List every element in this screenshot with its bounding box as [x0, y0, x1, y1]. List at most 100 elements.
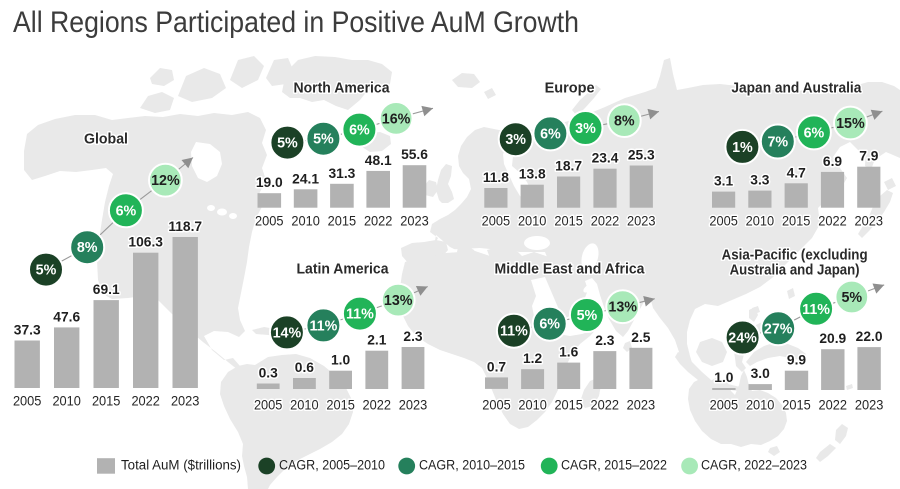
svg-text:13%: 13%: [384, 293, 413, 309]
svg-text:2010: 2010: [746, 212, 775, 228]
svg-text:2005: 2005: [255, 212, 284, 228]
svg-text:1.6: 1.6: [559, 345, 579, 360]
svg-text:2010: 2010: [518, 396, 547, 412]
svg-text:13.8: 13.8: [519, 167, 546, 182]
svg-text:6%: 6%: [116, 203, 137, 219]
svg-text:2010: 2010: [290, 396, 319, 412]
svg-text:2023: 2023: [171, 393, 200, 409]
svg-text:0.3: 0.3: [259, 366, 279, 381]
svg-text:7.9: 7.9: [859, 149, 879, 164]
svg-text:55.6: 55.6: [401, 147, 428, 162]
svg-text:CAGR, 2005–2010: CAGR, 2005–2010: [279, 458, 385, 473]
svg-text:11%: 11%: [346, 307, 374, 323]
svg-text:8%: 8%: [77, 240, 98, 256]
svg-text:6%: 6%: [540, 126, 561, 142]
svg-text:0.6: 0.6: [295, 360, 315, 375]
svg-text:27%: 27%: [764, 321, 793, 337]
svg-text:2.3: 2.3: [595, 333, 615, 348]
svg-text:2.5: 2.5: [631, 330, 651, 345]
svg-text:31.3: 31.3: [328, 166, 355, 181]
svg-text:2022: 2022: [131, 393, 160, 409]
svg-text:11.8: 11.8: [483, 170, 509, 185]
svg-text:11%: 11%: [802, 302, 830, 318]
svg-text:CAGR, 2022–2023: CAGR, 2022–2023: [701, 458, 807, 473]
svg-text:2022: 2022: [591, 212, 620, 228]
svg-text:2022: 2022: [591, 396, 620, 412]
svg-text:Australia and Japan): Australia and Japan): [730, 262, 860, 279]
svg-text:9.9: 9.9: [787, 353, 807, 368]
svg-text:Europe: Europe: [545, 80, 595, 97]
svg-text:2023: 2023: [627, 212, 656, 228]
svg-text:5%: 5%: [277, 136, 298, 152]
svg-text:2015: 2015: [782, 396, 811, 412]
svg-text:106.3: 106.3: [128, 235, 163, 250]
svg-text:2005: 2005: [709, 212, 738, 228]
svg-text:14%: 14%: [273, 325, 302, 341]
svg-text:7%: 7%: [767, 135, 788, 151]
svg-text:5%: 5%: [577, 308, 598, 324]
svg-text:3%: 3%: [505, 132, 526, 148]
svg-text:2015: 2015: [326, 396, 355, 412]
svg-text:CAGR, 2015–2022: CAGR, 2015–2022: [561, 458, 667, 473]
svg-text:2015: 2015: [328, 212, 357, 228]
svg-text:6%: 6%: [804, 125, 825, 141]
svg-text:3%: 3%: [575, 121, 596, 137]
svg-text:2023: 2023: [855, 212, 884, 228]
svg-text:11%: 11%: [309, 318, 337, 334]
svg-text:Total AuM ($trillions): Total AuM ($trillions): [121, 458, 241, 473]
svg-text:3.1: 3.1: [714, 174, 734, 189]
svg-text:1.2: 1.2: [523, 351, 543, 366]
svg-text:2022: 2022: [363, 396, 392, 412]
svg-text:2015: 2015: [92, 393, 121, 409]
svg-text:6%: 6%: [539, 317, 560, 333]
svg-text:5%: 5%: [36, 263, 57, 279]
svg-text:15%: 15%: [836, 116, 865, 132]
svg-text:2015: 2015: [554, 396, 583, 412]
svg-text:2023: 2023: [399, 396, 428, 412]
svg-text:1.0: 1.0: [714, 370, 734, 385]
svg-text:118.7: 118.7: [168, 219, 202, 234]
svg-text:37.3: 37.3: [14, 323, 41, 338]
svg-text:Middle East and Africa: Middle East and Africa: [495, 261, 646, 278]
svg-text:2005: 2005: [710, 396, 739, 412]
svg-text:0.7: 0.7: [487, 359, 507, 374]
svg-text:5%: 5%: [841, 290, 862, 306]
svg-text:3.0: 3.0: [751, 366, 771, 381]
svg-text:24%: 24%: [728, 331, 757, 347]
svg-text:19.0: 19.0: [256, 175, 283, 190]
svg-text:8%: 8%: [614, 114, 635, 130]
svg-text:2010: 2010: [291, 212, 320, 228]
svg-text:2005: 2005: [13, 393, 42, 409]
svg-text:2.3: 2.3: [403, 329, 423, 344]
svg-text:69.1: 69.1: [93, 282, 120, 297]
svg-text:6.9: 6.9: [823, 154, 843, 169]
svg-text:16%: 16%: [382, 111, 411, 127]
svg-text:2022: 2022: [818, 212, 847, 228]
svg-text:25.3: 25.3: [628, 148, 655, 163]
svg-text:3.3: 3.3: [750, 173, 770, 188]
svg-text:2005: 2005: [482, 212, 511, 228]
svg-text:1%: 1%: [732, 140, 753, 156]
svg-text:North America: North America: [294, 80, 391, 97]
svg-text:23.4: 23.4: [592, 151, 619, 166]
svg-text:Global: Global: [84, 131, 128, 148]
svg-text:18.7: 18.7: [555, 159, 582, 174]
svg-text:20.9: 20.9: [819, 331, 846, 346]
svg-text:2005: 2005: [482, 396, 511, 412]
svg-text:22.0: 22.0: [856, 329, 883, 344]
svg-text:All Regions Participated in Po: All Regions Participated in Positive AuM…: [13, 6, 579, 39]
svg-text:2022: 2022: [364, 212, 393, 228]
svg-text:47.6: 47.6: [53, 309, 80, 324]
svg-text:48.1: 48.1: [365, 153, 392, 168]
svg-text:24.1: 24.1: [292, 171, 319, 186]
svg-text:4.7: 4.7: [787, 165, 807, 180]
svg-text:2005: 2005: [254, 396, 283, 412]
svg-text:Japan and Australia: Japan and Australia: [731, 80, 861, 97]
svg-text:2023: 2023: [855, 396, 884, 412]
svg-text:1.0: 1.0: [331, 353, 351, 368]
svg-text:13%: 13%: [608, 300, 637, 316]
svg-text:2010: 2010: [52, 393, 81, 409]
svg-text:Latin America: Latin America: [297, 261, 389, 278]
svg-text:2015: 2015: [554, 212, 583, 228]
svg-text:CAGR, 2010–2015: CAGR, 2010–2015: [419, 458, 525, 473]
